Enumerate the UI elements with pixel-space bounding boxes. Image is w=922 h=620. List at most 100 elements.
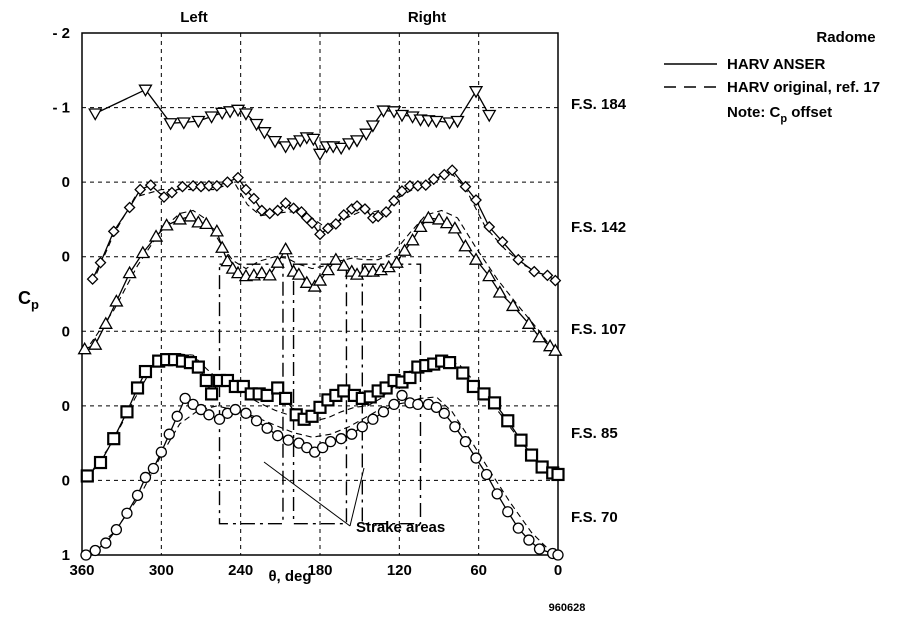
right-side-label: Right [408, 9, 446, 26]
station-label-fs85: F.S. 85 [571, 425, 618, 442]
data-point-triangle-up [439, 215, 455, 229]
data-point-square [551, 467, 565, 482]
data-point-circle [139, 471, 152, 484]
data-point-triangle-up [215, 240, 230, 253]
data-point-triangle-up [191, 215, 206, 228]
data-point-diamond [372, 210, 385, 223]
data-point-triangle-down [334, 142, 349, 156]
data-point-diamond [446, 164, 459, 177]
y-tick-label: 0 [62, 174, 70, 191]
data-point-diamond [337, 209, 350, 221]
y-tick-label: 1 [62, 547, 70, 564]
data-point-triangle-down [138, 84, 153, 97]
data-point-diamond [380, 206, 393, 218]
data-point-triangle-down [163, 118, 178, 131]
data-point-square [80, 469, 94, 483]
data-point-triangle-up [122, 265, 137, 279]
data-point-diamond [549, 274, 562, 287]
data-point-square [524, 448, 539, 462]
data-point-triangle-up [447, 221, 462, 234]
data-point-circle [195, 403, 207, 416]
data-point-circle [346, 428, 358, 440]
data-point-diamond [396, 185, 408, 198]
data-point-diamond [134, 183, 147, 196]
y-tick-label: 0 [62, 472, 70, 489]
data-point-triangle-up [468, 252, 484, 265]
data-point-square [456, 366, 470, 380]
data-point-diamond [271, 204, 284, 217]
legend-title: Radome [816, 29, 875, 46]
data-point-triangle-up [77, 341, 92, 355]
y-axis-label: Cp [18, 288, 39, 312]
legend-entry-harv-original: HARV original, ref. 17 [727, 79, 880, 96]
data-point-diamond [144, 179, 157, 192]
data-point-square [535, 460, 549, 474]
data-point-triangle-up [98, 316, 113, 329]
y-tick-label: 0 [62, 398, 70, 415]
data-point-diamond [541, 269, 554, 282]
annotation-strake-areas: Strake areas [356, 519, 445, 536]
data-point-diamond [165, 186, 178, 199]
data-point-triangle-up [505, 298, 521, 312]
series-f-s-107 [77, 209, 563, 356]
data-point-diamond [279, 197, 292, 209]
data-point-triangle-down [204, 111, 219, 124]
data-point-circle [147, 462, 160, 475]
data-point-triangle-down [238, 108, 254, 121]
data-point-triangle-down [394, 109, 410, 123]
series-line-original [85, 396, 559, 557]
data-point-square [130, 381, 145, 395]
data-point-diamond [187, 179, 199, 192]
data-point-circle [187, 398, 199, 411]
data-point-square [279, 391, 293, 405]
data-point-triangle-up [109, 294, 124, 307]
data-point-circle [377, 406, 390, 418]
data-point-circle [412, 398, 424, 411]
data-point-triangle-up [548, 343, 563, 356]
x-tick-label: 300 [149, 562, 174, 579]
data-point-square [466, 379, 480, 394]
data-point-triangle-up [148, 229, 164, 242]
data-point-circle [449, 421, 461, 433]
data-point-diamond [403, 179, 416, 192]
data-point-triangle-up [199, 216, 214, 230]
data-point-circle [213, 413, 226, 425]
x-tick-labels: 360 300 240 180 120 60 0 [69, 562, 562, 579]
data-point-square [191, 360, 205, 374]
data-point-circle [261, 422, 273, 434]
data-point-triangle-up [254, 265, 269, 279]
data-point-circle [272, 430, 284, 442]
data-point-circle [388, 398, 400, 411]
data-point-triangle-up [389, 255, 404, 268]
data-point-circle [459, 436, 472, 448]
data-point-triangle-down [249, 118, 264, 132]
data-point-diamond [287, 202, 300, 215]
data-point-triangle-up [270, 255, 285, 268]
data-point-circle [155, 446, 167, 458]
data-point-triangle-up [312, 273, 328, 286]
station-label-fs184: F.S. 184 [571, 96, 627, 113]
y-tick-label: - 2 [52, 25, 70, 42]
x-tick-label: 240 [228, 562, 253, 579]
data-point-diamond [232, 171, 244, 184]
data-point-triangle-down [215, 107, 230, 121]
data-point-circle [512, 522, 524, 534]
annotation-pointer-right [349, 467, 365, 527]
data-point-triangle-down [286, 138, 301, 151]
data-point-triangle-down [376, 105, 391, 118]
data-point-triangle-up [421, 210, 436, 224]
x-tick-label: 360 [69, 562, 94, 579]
data-point-circle [89, 544, 101, 557]
data-point-square [199, 373, 213, 388]
data-point-square [271, 381, 285, 395]
data-point-triangle-up [209, 224, 224, 237]
data-point-circle [250, 415, 263, 427]
series-f-s-85 [80, 353, 565, 483]
data-point-diamond [176, 180, 189, 193]
data-point-triangle-up [532, 329, 547, 343]
data-point-circle [533, 543, 546, 555]
data-point-triangle-up [328, 252, 343, 265]
grid-lines [82, 33, 558, 555]
data-point-square [442, 356, 457, 370]
